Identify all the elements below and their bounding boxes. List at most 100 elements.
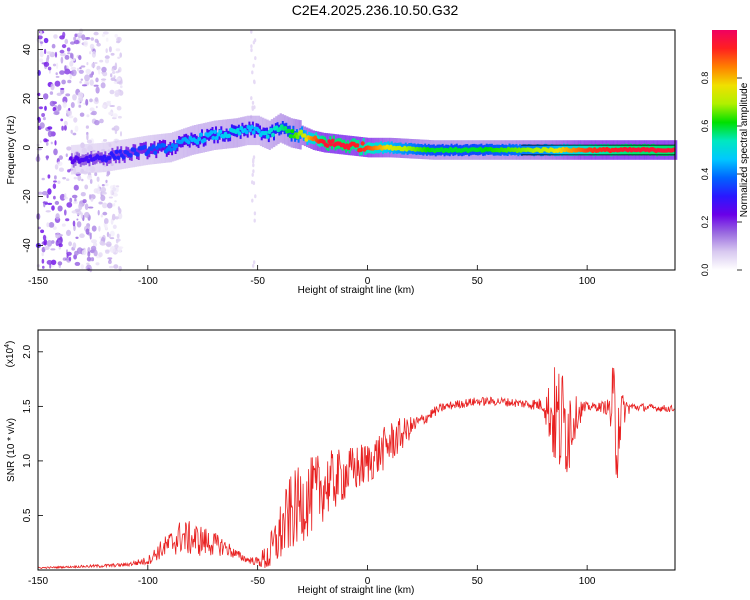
spectrogram-cell xyxy=(72,242,77,249)
spectrogram-cell xyxy=(95,105,98,109)
snr-x-tick-label: -50 xyxy=(250,576,265,587)
spectrogram-cell xyxy=(54,164,59,170)
spectrogram-cell xyxy=(84,74,90,82)
spectrogram-cell xyxy=(360,141,365,146)
spectrogram-cell xyxy=(252,163,255,168)
spectrogram-cell xyxy=(106,202,113,209)
spectrogram-cell xyxy=(64,209,67,216)
spectrogram-cell xyxy=(109,246,116,253)
spectrogram-cell xyxy=(105,241,112,248)
spectrogram-cell xyxy=(61,79,66,85)
colorbar-tick-label: 0.2 xyxy=(700,216,710,229)
snr-x-tick-label: 100 xyxy=(579,576,596,587)
spectrogram-cell xyxy=(100,82,106,89)
spectrogram-cell xyxy=(117,115,122,119)
snr-y-scale-exp: 4 xyxy=(4,344,11,348)
spectrogram-cell xyxy=(112,155,117,160)
spectrogram-cell xyxy=(46,222,50,228)
spectrogram-cell xyxy=(89,79,94,86)
spectrogram-cell xyxy=(100,78,107,81)
spectrogram-cell xyxy=(106,102,112,106)
spectrogram-cell xyxy=(73,39,80,45)
spectrogram-cell xyxy=(67,79,72,84)
spectrogram-cell xyxy=(49,263,52,269)
spectrogram-cell xyxy=(66,146,72,151)
spectrogram-cell xyxy=(253,105,256,110)
spectrogram-cell xyxy=(197,136,202,142)
spectrogram-cell xyxy=(252,63,255,68)
spectrogram-cell xyxy=(329,142,333,147)
spectrogram-cell xyxy=(105,249,110,254)
spectrogram-cell xyxy=(81,34,86,41)
spectrogram-cell xyxy=(46,51,52,54)
spectrogram-cell xyxy=(214,135,219,141)
spectrogram-cell xyxy=(66,47,71,52)
spectrogram-cell xyxy=(115,185,120,188)
spectrogram-cell xyxy=(66,229,71,236)
spectrogram-cell xyxy=(132,147,137,152)
spectrogram-cell xyxy=(169,147,174,152)
spectrogram-cell xyxy=(42,201,48,204)
spectrogram-cell xyxy=(84,203,89,210)
spectrogram-cell xyxy=(288,134,293,139)
spectrogram-cell xyxy=(108,258,112,262)
snr-x-tick-label: 50 xyxy=(472,576,484,587)
spectrogram-cell xyxy=(299,129,304,134)
spectrogram-cell xyxy=(93,249,98,257)
spectrogram-cell xyxy=(66,251,72,256)
spectrogram-cell xyxy=(174,143,179,149)
spectrogram-cell xyxy=(70,66,77,70)
spectrogram-reference-lines xyxy=(521,144,675,156)
spectrogram-cell xyxy=(50,141,53,145)
spectrogram-cell xyxy=(162,143,167,148)
spectrogram-cell xyxy=(113,125,120,132)
spectrogram-x-axis: -150 -100 -50 0 50 100 xyxy=(28,265,596,287)
spectrogram-cell xyxy=(64,38,69,45)
spectrogram-cell xyxy=(62,101,67,108)
spectrogram-cell xyxy=(46,260,53,265)
spectrogram-cell xyxy=(79,80,82,84)
spectrogram-cell xyxy=(218,129,223,134)
spectrogram-cell xyxy=(295,135,300,140)
spectrogram-cell xyxy=(88,154,93,159)
snr-background xyxy=(38,330,675,570)
spectrogram-cell xyxy=(50,248,56,251)
spectrogram-cell xyxy=(43,93,49,100)
spectrogram-cell xyxy=(115,250,119,254)
spectrogram-cell xyxy=(107,155,112,161)
spectrogram-cell xyxy=(49,91,54,95)
spectrogram-cell xyxy=(86,256,92,262)
colorbar: 0.0 0.2 0.4 0.6 0.8 Normalized spectral ampl… xyxy=(700,30,750,276)
spectrogram-cell xyxy=(105,48,108,53)
spectrogram-cell xyxy=(209,130,214,135)
spectrogram-cell xyxy=(89,43,95,50)
spectrogram-cell xyxy=(50,83,55,91)
spectrogram-cell xyxy=(67,52,71,55)
spectrogram-cell xyxy=(52,107,57,112)
spectrogram-cell xyxy=(102,211,108,216)
snr-series-line xyxy=(38,367,675,570)
spectrogram-cell xyxy=(86,133,89,141)
spectrogram-cell xyxy=(90,37,95,41)
spectrogram-cell xyxy=(78,69,84,74)
spectrogram-cell xyxy=(116,77,121,82)
spectrogram-cell xyxy=(66,178,70,181)
spectrogram-cell xyxy=(55,213,60,220)
spectrogram-cell xyxy=(114,216,119,220)
spectrogram-cell xyxy=(62,177,66,180)
spectrogram-y-tick-label: 20 xyxy=(22,93,33,105)
spectrogram-cell xyxy=(61,223,66,227)
spectrogram-cell xyxy=(109,237,115,240)
spectrogram-cell xyxy=(72,210,76,214)
spectrogram-cell xyxy=(78,203,83,211)
spectrogram-cell xyxy=(95,77,99,83)
spectrogram-cell xyxy=(81,249,87,256)
colorbar-tick-label: 0.8 xyxy=(700,72,710,85)
spectrogram-cell xyxy=(39,122,45,129)
spectrogram-cell xyxy=(112,186,117,192)
spectrogram-cell xyxy=(252,169,255,174)
spectrogram-cell xyxy=(100,194,106,202)
spectrogram-cell xyxy=(110,77,116,81)
spectrogram-cell xyxy=(118,149,123,154)
spectrogram-cell xyxy=(290,129,295,134)
